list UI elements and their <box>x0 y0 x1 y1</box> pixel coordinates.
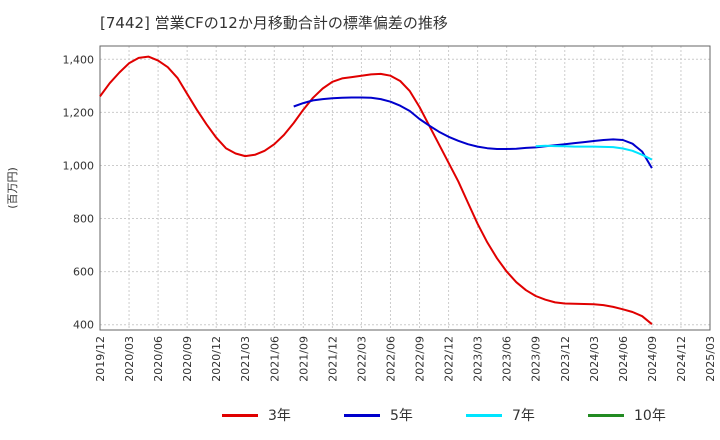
chart-plot: 400 600 800 1,000 1,200 1,400 2019/12 2020/03 20… <box>6 45 717 382</box>
x-tick-label: 2022/09 <box>414 336 427 382</box>
x-tick-label: 2023/12 <box>559 336 572 382</box>
x-tick-label: 2025/03 <box>704 336 717 382</box>
y-axis-title: (百万円) <box>6 167 19 209</box>
legend-label: 7年 <box>512 408 535 424</box>
y-tick-label: 1,200 <box>63 106 95 119</box>
plot-frame <box>99 45 711 331</box>
axis-layer: 400 600 800 1,000 1,200 1,400 2019/12 2020/03 20… <box>63 45 717 382</box>
legend-swatch <box>222 413 258 417</box>
x-tick-label: 2021/03 <box>239 336 252 382</box>
chart-title: [7442] 営業CFの12か月移動合計の標準偏差の推移 <box>100 14 448 32</box>
y-tick-label: 600 <box>73 266 94 279</box>
x-tick-label: 2024/03 <box>588 336 601 382</box>
x-tick-label: 2021/06 <box>268 336 281 382</box>
x-tick-label: 2020/06 <box>152 336 165 382</box>
series-line-0 <box>99 55 653 325</box>
x-tick-label: 2024/06 <box>617 336 630 382</box>
legend-label: 5年 <box>390 408 413 424</box>
x-tick-label: 2020/09 <box>181 336 194 382</box>
series-line-2 <box>535 144 653 161</box>
legend-item: 5年 <box>344 406 413 424</box>
x-tick-label: 2021/12 <box>326 336 339 382</box>
series-layer <box>99 55 653 325</box>
x-tick-label: 2020/12 <box>210 336 223 382</box>
x-tick-label: 2022/06 <box>384 336 397 382</box>
legend-item: 10年 <box>588 406 666 424</box>
y-tick-label: 1,400 <box>63 53 95 66</box>
legend-swatch <box>466 413 502 417</box>
legend-label: 3年 <box>268 408 291 424</box>
y-tick-label: 1,000 <box>63 159 95 172</box>
y-tick-label: 800 <box>73 213 94 226</box>
y-tick-label: 400 <box>73 319 94 332</box>
legend-swatch <box>588 413 624 417</box>
x-tick-label: 2021/09 <box>297 336 310 382</box>
series-line-1 <box>293 96 653 169</box>
x-tick-label: 2022/12 <box>443 336 456 382</box>
legend-item: 3年 <box>222 406 291 424</box>
x-tick-label: 2023/03 <box>472 336 485 382</box>
legend: 3年 5年 7年 10年 <box>0 400 720 430</box>
x-tick-label: 2019/12 <box>94 336 107 382</box>
x-tick-label: 2023/09 <box>530 336 543 382</box>
legend-swatch <box>344 413 380 417</box>
x-tick-label: 2022/03 <box>355 336 368 382</box>
legend-label: 10年 <box>634 408 666 424</box>
x-tick-label: 2023/06 <box>501 336 514 382</box>
x-tick-label: 2020/03 <box>123 336 136 382</box>
x-tick-label: 2024/09 <box>646 336 659 382</box>
legend-item: 7年 <box>466 406 535 424</box>
x-tick-label: 2024/12 <box>675 336 688 382</box>
grid-layer <box>99 46 711 330</box>
